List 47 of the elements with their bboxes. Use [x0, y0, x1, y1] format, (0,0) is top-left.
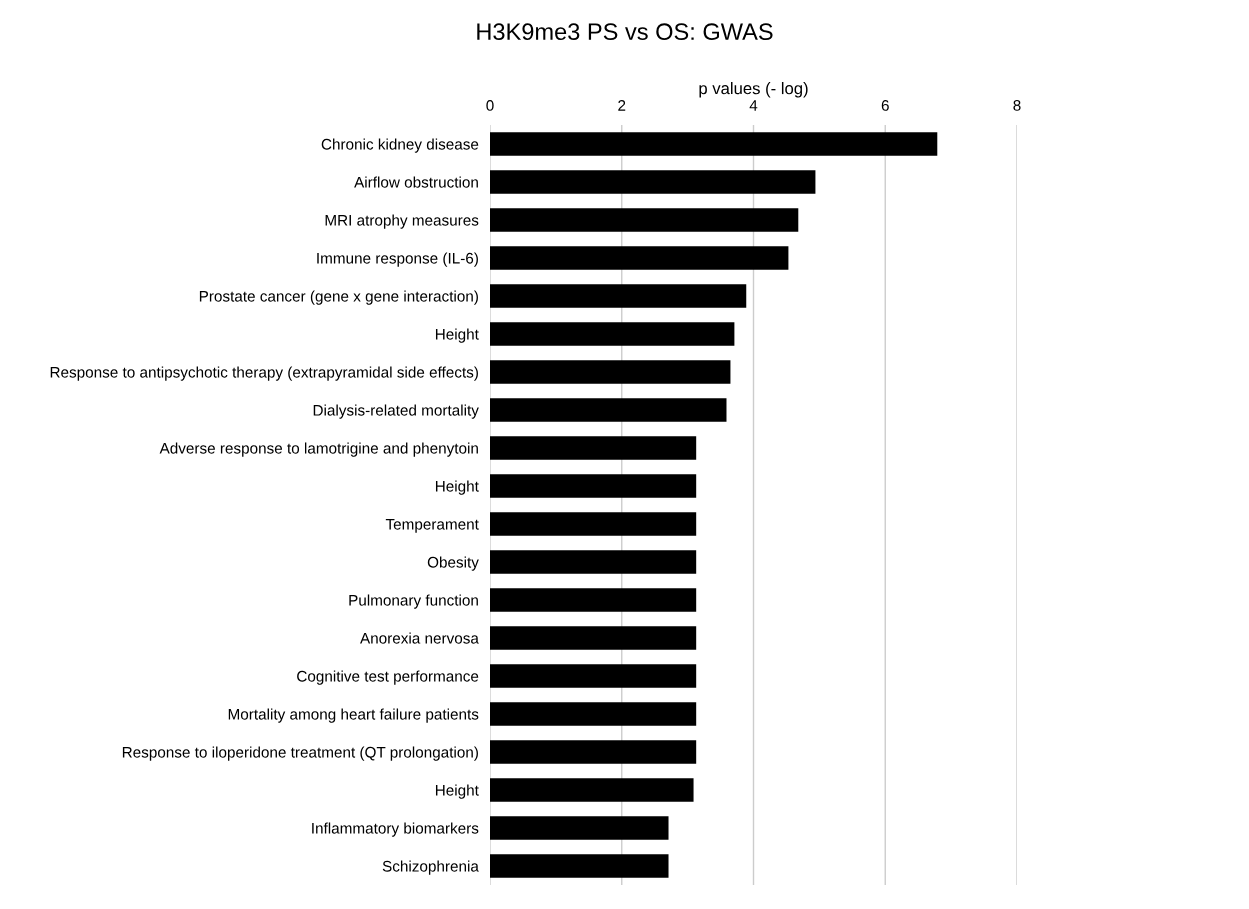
x-tick-label: 6	[881, 100, 889, 111]
bar	[490, 208, 799, 232]
x-tick-label: 2	[618, 100, 626, 111]
y-tick-label: Anorexia nervosa	[360, 632, 479, 644]
y-tick-label: Chronic kidney disease	[321, 138, 479, 153]
bar	[490, 170, 816, 194]
y-tick-label: MRI atrophy measures	[325, 214, 479, 229]
bar	[490, 626, 697, 650]
y-tick-label: Pulmonary function	[349, 594, 478, 609]
y-tick-label: Response to antipsychotic therapy (extrapyramidal side effects)	[50, 366, 478, 381]
bar	[490, 588, 697, 612]
bar	[490, 436, 697, 460]
y-tick-label: Inflammatory biomarkers	[312, 822, 479, 837]
x-axis-title: p values (- log)	[699, 82, 808, 98]
y-tick-label: Obesity	[427, 556, 479, 571]
x-tick-label: 0	[486, 100, 494, 111]
bar	[490, 474, 697, 498]
bar	[490, 512, 697, 536]
bar	[490, 550, 697, 574]
y-tick-label: Response to iloperidone treatment (QT prolongation)	[122, 746, 478, 761]
bar	[490, 246, 789, 270]
y-tick-label: Airflow obstruction	[354, 176, 478, 188]
bar	[490, 360, 731, 384]
y-tick-label: Adverse response to lamotrigine and phenytoin	[159, 442, 478, 457]
bar	[490, 398, 727, 422]
y-tick-label: Dialysis-related mortality	[313, 404, 479, 419]
x-tick-label: 4	[749, 100, 758, 111]
y-tick-label: Temperament	[385, 519, 479, 533]
y-tick-label: Prostate cancer (gene x gene interaction)	[199, 290, 478, 305]
bar	[490, 816, 669, 840]
y-tick-label: Height	[435, 784, 479, 799]
y-tick-label: Height	[435, 480, 479, 495]
y-tick-label: Schizophrenia	[382, 860, 479, 875]
bar	[490, 664, 697, 688]
y-tick-label: Mortality among heart failure patients	[228, 708, 479, 723]
y-tick-label: Cognitive test performance	[297, 670, 479, 685]
chart-title: H3K9me3 PS vs OS: GWAS	[477, 23, 773, 41]
y-tick-label: Immune response (IL-6)	[317, 252, 478, 267]
bar	[490, 322, 735, 346]
y-tick-label: Height	[435, 328, 479, 343]
bar	[490, 778, 694, 802]
bar	[490, 740, 697, 764]
bar	[490, 702, 697, 726]
bar	[490, 132, 938, 156]
bar	[490, 284, 747, 308]
x-tick-label: 8	[1013, 100, 1021, 111]
bar	[490, 854, 669, 878]
